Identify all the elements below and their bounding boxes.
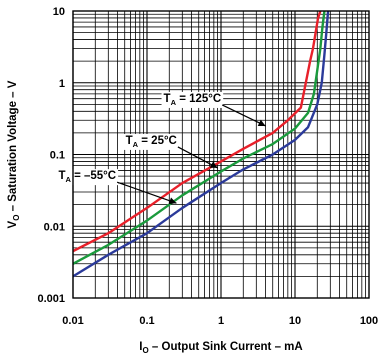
series-line-2 [72,10,326,265]
x-tick-label: 1 [218,315,224,327]
annotation-arrowhead [168,197,177,205]
series-label: TA = 25°C [126,135,177,149]
series-line-1 [72,10,322,253]
x-tick-label: 0.01 [62,315,83,327]
series-label: TA = 125°C [164,93,222,107]
annotation-arrowhead [257,119,266,127]
y-tick-label: 0.01 [44,221,65,233]
series-line-3 [72,10,330,278]
annotation-arrow-line [177,146,218,169]
y-axis-title: VO – Saturation Voltage – V [7,80,21,228]
annotation-arrowhead [209,161,218,168]
annotation-arrow-line [221,104,266,127]
tick-labels: 0.01 0.1 1 10 100 0.001 0.01 0.1 1 10 [37,6,378,327]
series-group [72,10,330,278]
x-axis-title: IO – Output Sink Current – mA [139,341,302,355]
y-tick-label: 0.001 [37,293,65,305]
x-tick-label: 10 [289,315,301,327]
y-tick-label: 10 [53,6,65,18]
plot-border [72,10,370,299]
annotations: TA = 125°C TA = 25°C TA = –55°C [56,91,266,205]
annotation-arrow-line [116,181,177,204]
y-tick-label: 1 [59,78,65,90]
x-tick-label: 0.1 [139,315,154,327]
series-label: TA = –55°C [58,170,116,184]
annotation-2: TA = 25°C [123,133,218,169]
x-tick-label: 100 [360,315,378,327]
annotation-3: TA = –55°C [56,169,177,205]
annotation-1: TA = 125°C [161,91,266,127]
y-tick-label: 0.1 [50,150,65,162]
